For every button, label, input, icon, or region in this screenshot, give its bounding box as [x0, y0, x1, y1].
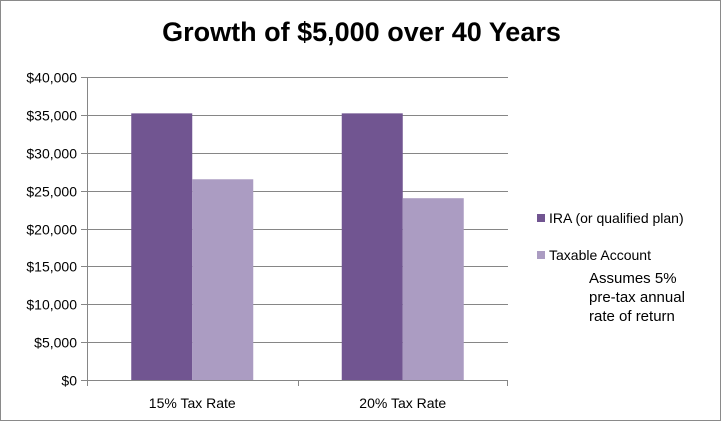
y-tick-label-0: $0 — [61, 373, 77, 389]
y-tick-label-6: $30,000 — [26, 146, 77, 162]
legend-item-taxable: Taxable Account — [535, 246, 720, 266]
bar-taxable-0 — [192, 179, 254, 380]
bar-ira-0 — [131, 113, 193, 381]
note-line-3: rate of return — [589, 308, 675, 325]
x-tick-label-0: 15% Tax Rate — [149, 395, 236, 411]
legend-swatch-taxable — [537, 251, 545, 259]
legend-item-ira: IRA (or qualified plan) — [535, 209, 720, 229]
bar-ira-1 — [341, 113, 403, 381]
legend: IRA (or qualified plan) Taxable Account — [535, 209, 720, 283]
y-tick-label-1: $5,000 — [34, 335, 77, 351]
y-tick-label-2: $10,000 — [26, 297, 77, 313]
bar-taxable-1 — [402, 198, 464, 380]
y-tick-label-5: $25,000 — [26, 184, 77, 200]
note-line-2: pre-tax annual — [589, 289, 685, 306]
y-tick-label-8: $40,000 — [26, 70, 77, 86]
legend-label-taxable: Taxable Account — [549, 247, 651, 263]
y-tick-label-3: $15,000 — [26, 259, 77, 275]
assumption-note: Assumes 5% pre-tax annual rate of return — [589, 269, 719, 326]
x-tick-label-1: 20% Tax Rate — [359, 395, 446, 411]
chart-title: Growth of $5,000 over 40 Years — [162, 17, 561, 47]
y-tick-label-4: $20,000 — [26, 222, 77, 238]
legend-swatch-ira — [537, 214, 545, 222]
y-tick-label-7: $35,000 — [26, 108, 77, 124]
note-line-1: Assumes 5% — [589, 270, 677, 287]
legend-label-ira: IRA (or qualified plan) — [549, 210, 684, 226]
